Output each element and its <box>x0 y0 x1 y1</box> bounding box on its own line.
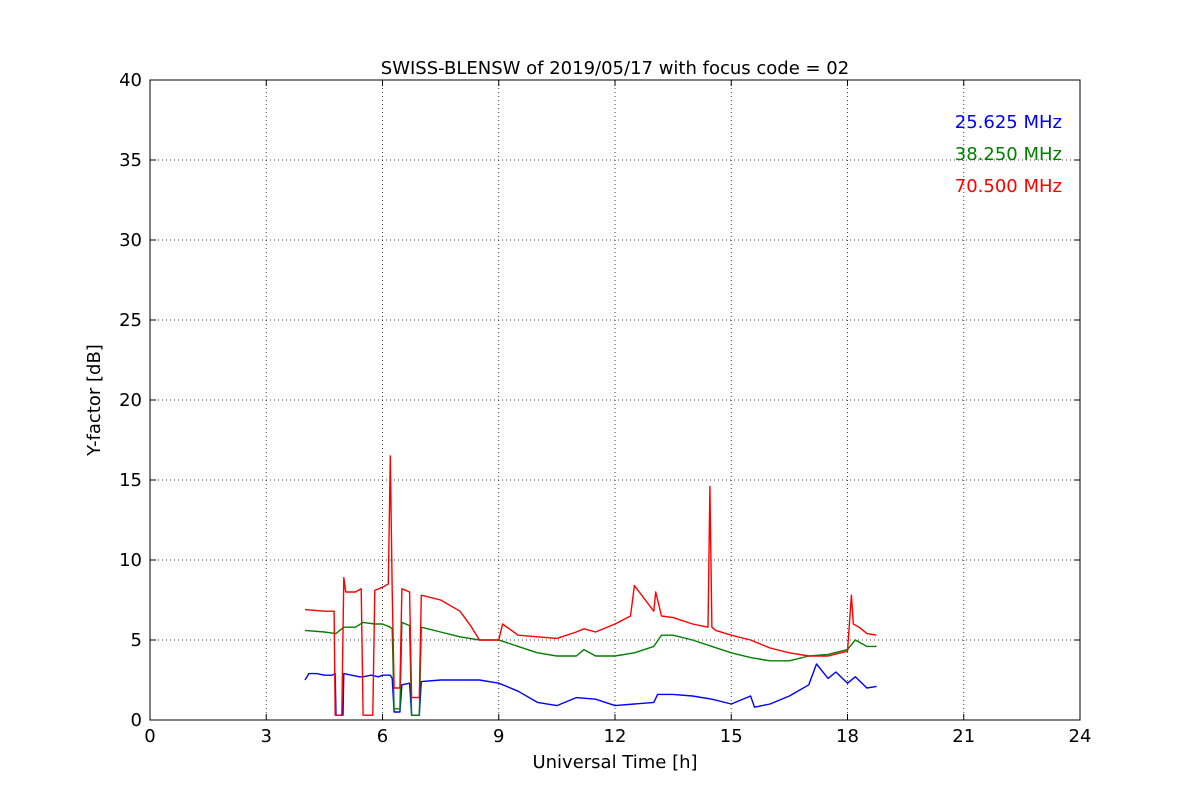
grid <box>150 80 1080 720</box>
y-tick-label: 5 <box>131 630 142 651</box>
x-tick-label: 18 <box>836 726 859 747</box>
x-axis-label: Universal Time [h] <box>532 752 697 773</box>
legend-entry: 70.500 MHz <box>955 176 1062 197</box>
x-tick-label: 21 <box>952 726 975 747</box>
tick-labels: 0 3 6 9 12 15 18 21 24 0 5 10 15 20 25 30 35 40 <box>119 70 1091 747</box>
x-tick-label: 0 <box>144 726 155 747</box>
series-line-1 <box>304 663 877 716</box>
x-tick-label: 6 <box>377 726 388 747</box>
y-tick-label: 30 <box>119 230 142 251</box>
legend: 25.625 MHz 38.250 MHz 70.500 MHz <box>955 112 1062 197</box>
x-tick-label: 3 <box>261 726 272 747</box>
x-tick-label: 12 <box>604 726 627 747</box>
series-layer <box>304 455 877 716</box>
series-line-2 <box>304 621 877 716</box>
y-tick-label: 15 <box>119 470 142 491</box>
x-tick-label: 24 <box>1069 726 1092 747</box>
chart-title: SWISS-BLENSW of 2019/05/17 with focus co… <box>381 58 849 79</box>
y-tick-label: 10 <box>119 550 142 571</box>
x-tick-label: 15 <box>720 726 743 747</box>
legend-entry: 38.250 MHz <box>955 144 1062 165</box>
y-tick-label: 35 <box>119 150 142 171</box>
y-axis-label: Y-factor [dB] <box>84 344 105 457</box>
x-tick-label: 9 <box>493 726 504 747</box>
series-line-3 <box>304 455 877 716</box>
y-tick-label: 0 <box>131 710 142 731</box>
y-tick-label: 20 <box>119 390 142 411</box>
y-tick-label: 40 <box>119 70 142 91</box>
legend-entry: 25.625 MHz <box>955 112 1062 133</box>
y-tick-label: 25 <box>119 310 142 331</box>
ticks <box>149 79 1081 721</box>
